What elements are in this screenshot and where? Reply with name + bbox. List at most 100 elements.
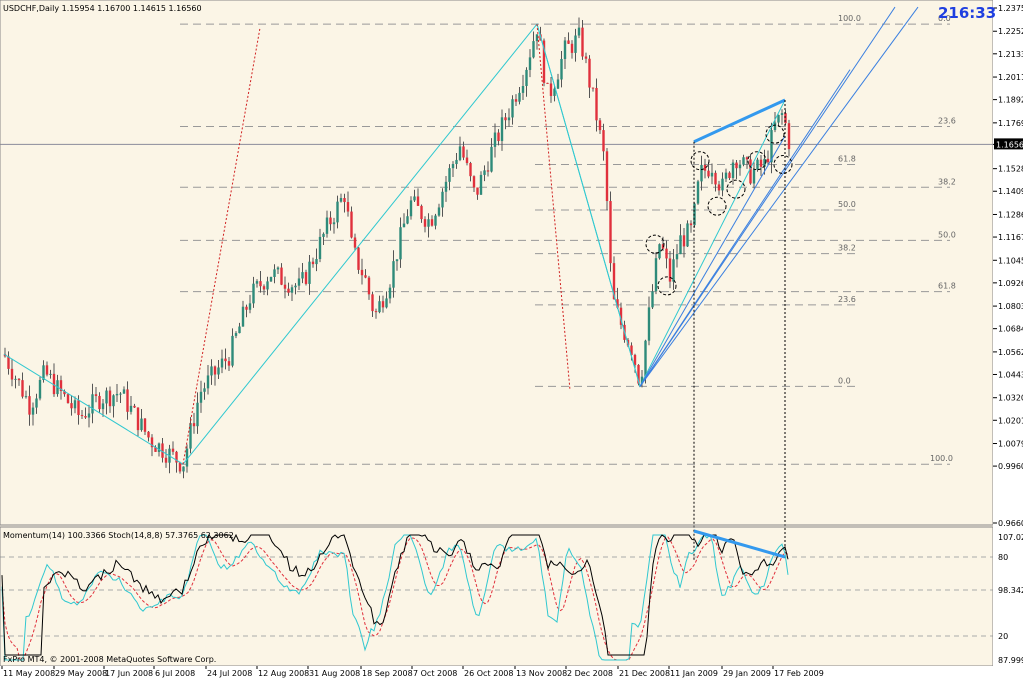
bull-candle — [392, 261, 395, 288]
time-tick-label: 13 Nov 2008 — [516, 669, 567, 678]
bull-candle — [255, 281, 259, 284]
bull-candle — [437, 207, 441, 216]
bear-candle — [45, 365, 49, 375]
bull-candle — [35, 398, 38, 408]
bear-candle — [98, 395, 101, 410]
bull-candle — [196, 402, 199, 427]
bull-candle — [770, 130, 773, 163]
bull-candle — [252, 283, 255, 304]
price-tick-label: 1.15280 — [998, 165, 1023, 174]
fib-level-label: 61.8 — [838, 154, 856, 163]
bear-candle — [164, 457, 168, 463]
time-tick-label: 29 May 2008 — [55, 669, 107, 678]
bear-candle — [462, 146, 465, 158]
fib-grid: 0.0 23.6 61.8 38.2 50.0 50.0 38.2 61.8 23.6 0.0 10… — [0, 14, 993, 465]
bull-candle — [721, 178, 724, 191]
bull-candle — [696, 181, 700, 204]
bear-candle — [52, 373, 56, 395]
bear-candle — [343, 198, 346, 203]
bear-candle — [588, 58, 591, 88]
bull-candle — [185, 448, 189, 467]
bull-candle — [294, 285, 297, 288]
bear-candle — [280, 267, 283, 285]
bull-candle — [38, 379, 42, 399]
copyright-text: FxPro MT4, © 2001-2008 MetaQuotes Softwa… — [3, 655, 216, 664]
bull-candle — [444, 181, 448, 192]
price-tick-label: 1.08035 — [998, 302, 1023, 311]
time-tick-label: 29 Jan 2009 — [723, 669, 771, 678]
bull-candle — [507, 117, 511, 121]
bull-candle — [290, 287, 294, 293]
bull-candle — [413, 196, 416, 201]
price-tick-label: 1.06845 — [998, 325, 1023, 334]
bear-candle — [94, 394, 98, 396]
fib-level-label: 61.8 — [938, 282, 956, 291]
bull-candle — [402, 223, 406, 228]
bear-candle — [735, 162, 738, 169]
bear-candle — [28, 396, 31, 415]
bull-candle — [182, 466, 185, 472]
price-tick-label: 1.00790 — [998, 440, 1023, 449]
price-tick-label: 1.02015 — [998, 416, 1023, 425]
bear-candle — [661, 244, 665, 249]
bull-candle — [217, 367, 220, 375]
bull-candle — [203, 388, 206, 392]
bear-candle — [346, 202, 350, 212]
bear-candle — [570, 43, 574, 53]
bear-candle — [133, 405, 136, 408]
bear-candle — [126, 389, 129, 412]
time-tick-label: 17 Feb 2009 — [774, 669, 824, 678]
bull-candle — [388, 287, 392, 299]
bull-candle — [273, 269, 276, 277]
bull-candle — [210, 366, 213, 376]
price-tick-label: 1.20110 — [998, 73, 1023, 82]
price-tick-label: 1.23750 — [998, 4, 1023, 13]
bull-candle — [220, 358, 224, 368]
fib-level-label: 23.6 — [838, 295, 856, 304]
bull-candle — [738, 164, 742, 169]
bull-candle — [339, 198, 343, 202]
bear-candle — [287, 288, 290, 293]
bull-candle — [308, 261, 311, 284]
price-tick-label: 1.17695 — [998, 119, 1023, 128]
bull-candle — [234, 333, 238, 336]
bear-candle — [567, 40, 570, 44]
bull-candle — [763, 158, 766, 167]
bull-candle — [399, 227, 402, 260]
bear-candle — [77, 400, 80, 416]
bear-candle — [311, 261, 315, 265]
bull-candle — [112, 395, 115, 407]
fan-trendline — [639, 69, 851, 387]
price-axis-bg — [993, 0, 1023, 678]
fan-trendline — [639, 135, 786, 387]
bull-candle — [105, 390, 108, 404]
bull-candle — [500, 117, 504, 142]
bear-candle — [171, 448, 175, 452]
bear-candle — [283, 284, 287, 289]
time-tick-label: 18 Sep 2008 — [362, 669, 413, 678]
zigzag-leg — [536, 23, 641, 387]
bull-candle — [122, 389, 126, 394]
current-price-label: 1.16560 — [996, 140, 1023, 149]
bear-candle — [227, 361, 231, 366]
bull-candle — [140, 418, 143, 431]
bear-candle — [357, 247, 360, 270]
bull-candle — [742, 157, 745, 165]
bear-candle — [245, 306, 248, 310]
projection-line-left — [182, 27, 261, 465]
time-tick-label: 24 Jul 2008 — [207, 669, 252, 678]
bull-candle — [574, 35, 577, 53]
bull-candle — [101, 403, 105, 410]
bull-candle — [525, 69, 528, 87]
bear-candle — [63, 391, 66, 395]
bull-candle — [672, 259, 675, 282]
price-tick-label: 1.18920 — [998, 96, 1023, 105]
bear-candle — [682, 235, 686, 247]
bull-candle — [332, 222, 336, 225]
bear-candle — [728, 172, 731, 179]
bear-candle — [224, 358, 227, 362]
bear-candle — [420, 205, 423, 220]
bear-candle — [371, 294, 374, 312]
indicator-tick-label: 98.3425 — [998, 586, 1023, 595]
bull-candle — [563, 40, 567, 59]
